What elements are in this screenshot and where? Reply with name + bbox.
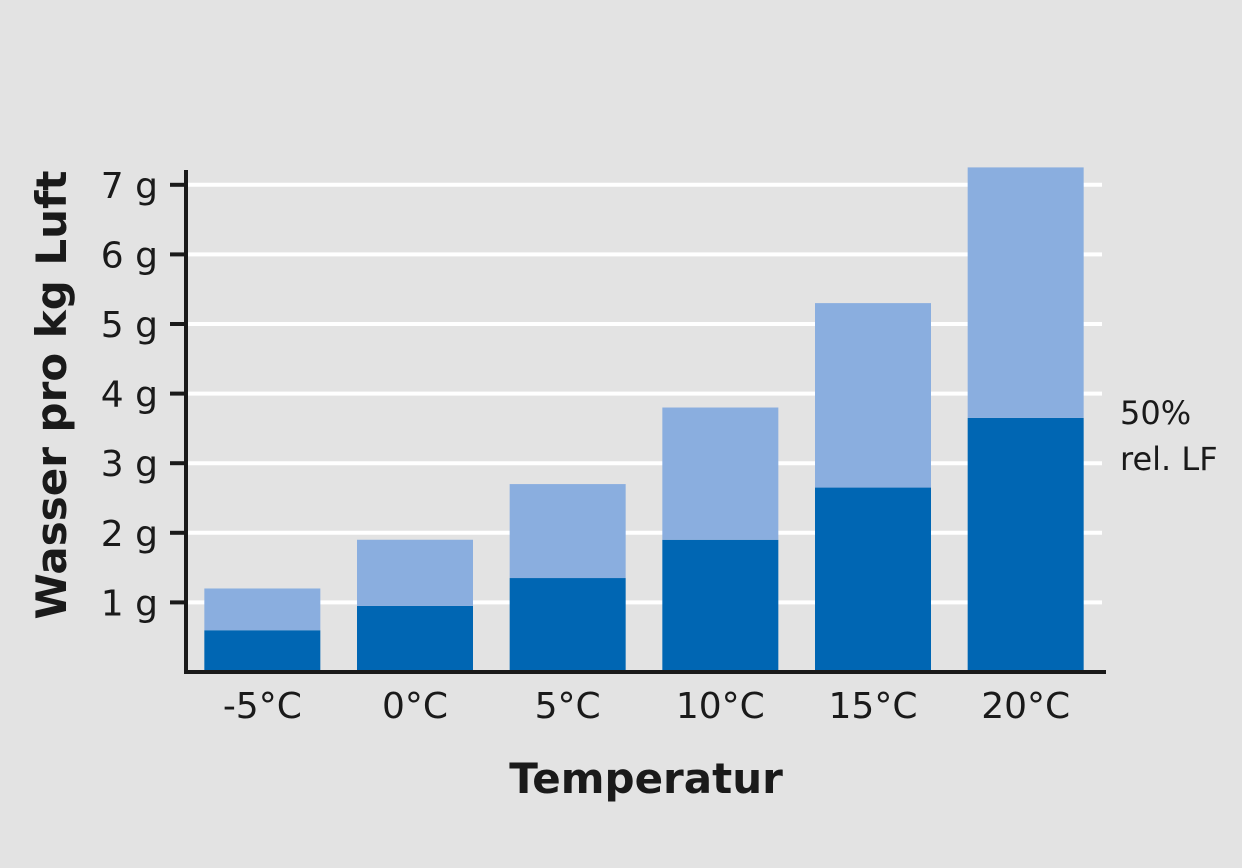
y-tick-label: 1 g <box>101 583 158 624</box>
x-tick-label: 0°C <box>382 686 448 727</box>
bar-upper-segment <box>357 539 473 606</box>
annotation-line-1: 50% <box>1120 394 1191 432</box>
bars <box>204 167 1084 672</box>
y-tick-label: 3 g <box>101 444 158 485</box>
annotation-line-2: rel. LF <box>1120 440 1218 478</box>
bar-upper-segment <box>204 588 321 631</box>
x-ticks: -5°C 0°C 5°C 10°C 15°C 20°C <box>223 686 1070 727</box>
y-tick-label: 2 g <box>101 514 158 555</box>
x-tick-label: 20°C <box>981 686 1070 727</box>
bar-upper-segment <box>815 303 931 488</box>
bar-upper-segment <box>509 484 626 579</box>
bar-upper-segment <box>662 407 779 540</box>
bar-lower-segment <box>815 487 931 672</box>
x-tick-label: 5°C <box>535 686 601 727</box>
x-tick-label: 10°C <box>676 686 765 727</box>
bar-upper-segment <box>967 167 1084 418</box>
y-tick-label: 4 g <box>101 375 158 416</box>
y-ticks: 1 g 2 g 3 g 4 g 5 g 6 g 7 g <box>101 166 186 624</box>
x-tick-label: -5°C <box>223 686 302 727</box>
bar-lower-segment <box>357 605 473 672</box>
x-axis-title: Temperatur <box>509 754 783 803</box>
bar-lower-segment <box>662 539 779 672</box>
y-tick-label: 7 g <box>101 166 158 207</box>
bar-lower-segment <box>967 417 1084 672</box>
y-axis-title: Wasser pro kg Luft <box>27 171 76 620</box>
bar-lower-segment <box>204 630 321 672</box>
y-tick-label: 6 g <box>101 235 158 276</box>
y-tick-label: 5 g <box>101 305 158 346</box>
bar-lower-segment <box>509 578 626 672</box>
x-tick-label: 15°C <box>829 686 918 727</box>
gridlines <box>186 182 1102 605</box>
